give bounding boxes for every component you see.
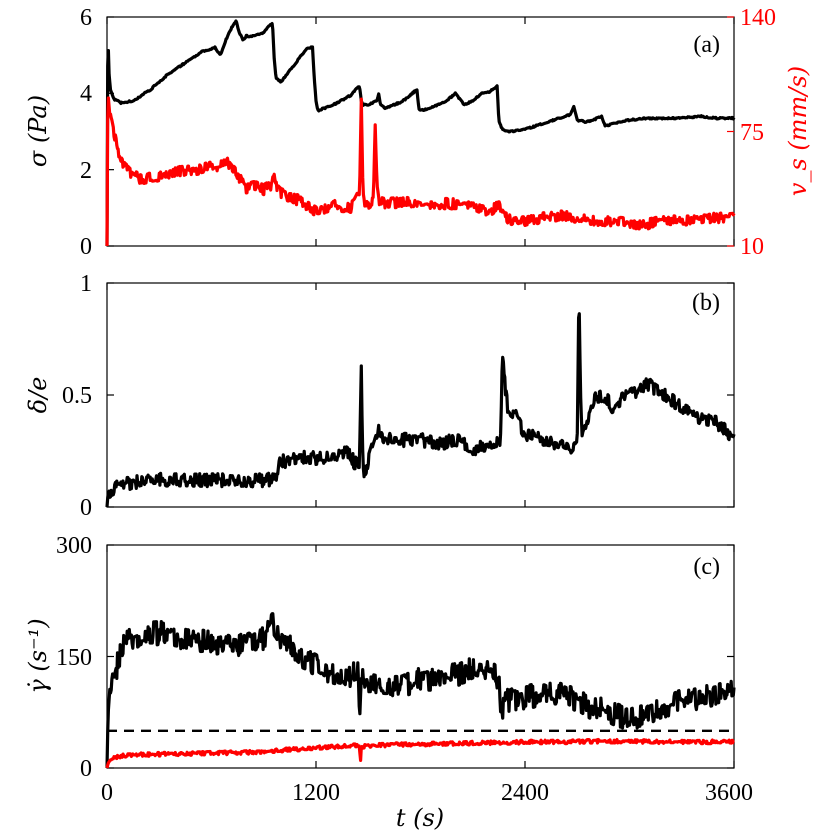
panel-c-y-label: γ̇ (s⁻¹) [24, 618, 52, 693]
panel-b-y-tick-1: 0.5 [62, 383, 92, 409]
panel-a-y2-tick-0: 10 [740, 234, 764, 260]
panel-c-label: (c) [693, 554, 720, 580]
panel-c-frame [106, 544, 735, 769]
panel-c-lines [105, 612, 736, 769]
panel-a-y-tick-1: 2 [80, 158, 92, 184]
panel-b-lines [105, 312, 736, 508]
panel-c-ticks [106, 544, 735, 769]
panel-c-y-tick-0: 0 [80, 756, 92, 782]
panel-a-y-tick-3: 6 [80, 5, 92, 31]
panel-a-y2-tick-1: 75 [740, 120, 764, 146]
panel-a-y-tick-2: 4 [80, 81, 92, 107]
panel-b-label: (b) [692, 290, 720, 316]
panel-c: (c) 0 150 300 0 1200 2400 3600 t (s) γ̇ … [24, 533, 753, 832]
series-line- [105, 612, 736, 769]
panel-c-y-tick-2: 300 [56, 533, 92, 559]
series-line- [105, 19, 736, 247]
panel-a-y-tick-0: 0 [80, 234, 92, 260]
panel-b-y-tick-0: 0 [80, 495, 92, 521]
series-line-e [105, 312, 736, 508]
panel-a-y2-label: v_s (mm/s) [784, 66, 812, 196]
panel-b-y-label: δ/e [24, 377, 52, 414]
x-axis-label: t (s) [396, 804, 444, 832]
panel-a: (a) 0 2 4 6 10 75 140 σ (Pa) v_s (mm/s) [24, 5, 812, 260]
panel-b-ticks [106, 282, 735, 508]
panel-a-lines [105, 19, 736, 247]
panel-c-x-tick-3: 3600 [705, 780, 753, 806]
series-line-reference [105, 737, 735, 769]
panel-a-y2-tick-2: 140 [740, 5, 776, 31]
panel-a-y-label: σ (Pa) [24, 95, 52, 167]
panel-a-label: (a) [693, 32, 720, 58]
panel-c-y-tick-1: 150 [56, 645, 92, 671]
panel-c-x-tick-0: 0 [101, 780, 113, 806]
panel-c-x-tick-2: 2400 [501, 780, 549, 806]
panel-a-ticks [106, 16, 735, 247]
panel-b: (b) 0 0.5 1 δ/e [24, 271, 736, 521]
series-line-vs [105, 96, 736, 247]
panel-c-x-tick-1: 1200 [292, 780, 340, 806]
panel-b-y-tick-2: 1 [80, 271, 92, 297]
